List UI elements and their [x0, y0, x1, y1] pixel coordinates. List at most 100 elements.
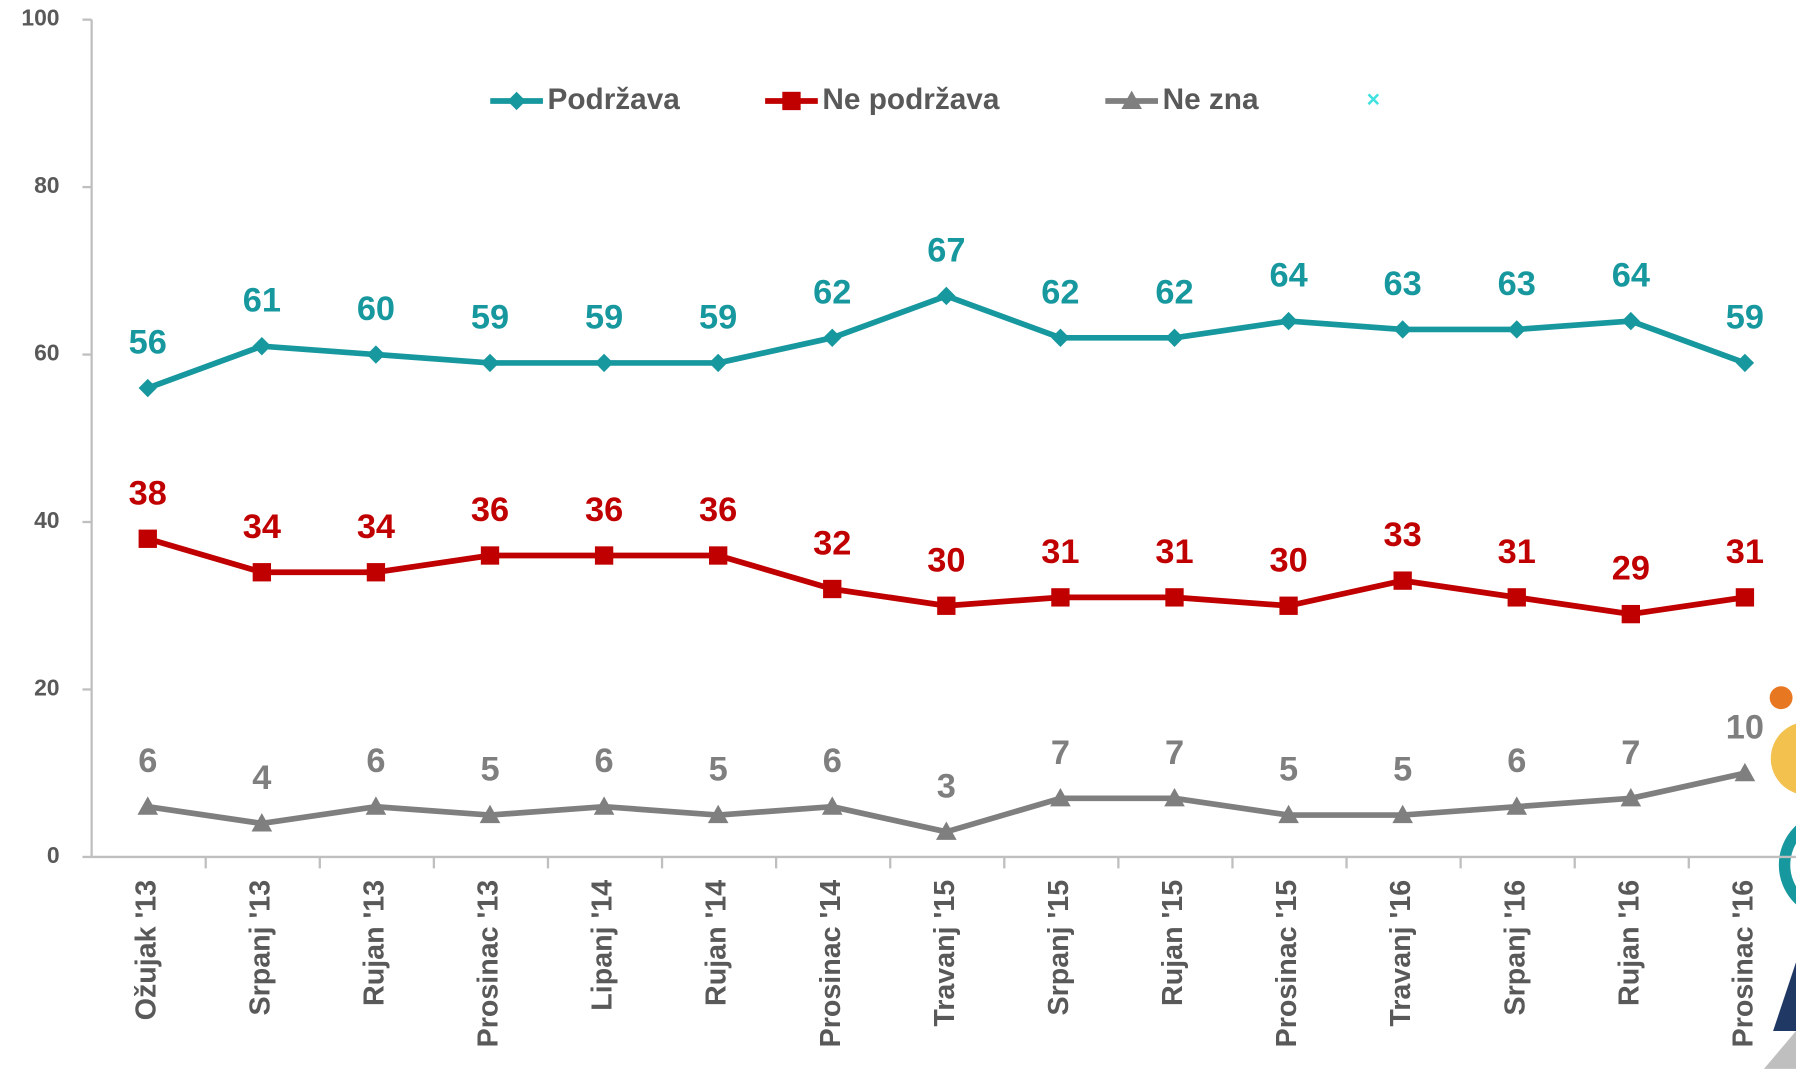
- legend-stray-marker: ×: [1367, 86, 1380, 112]
- marker: [137, 796, 159, 815]
- data-label: 60: [357, 290, 395, 328]
- x-tick-label: Travanj '16: [1385, 880, 1417, 1027]
- data-label: 4: [252, 759, 271, 797]
- marker: [936, 821, 957, 840]
- marker: [1621, 604, 1640, 624]
- marker: [594, 546, 614, 565]
- marker: [1735, 588, 1755, 607]
- data-label: 59: [699, 298, 737, 336]
- data-label: 31: [1155, 533, 1193, 571]
- data-label: 6: [823, 742, 842, 780]
- data-label: 31: [1041, 533, 1079, 571]
- data-label: 3: [937, 767, 956, 805]
- data-label: 59: [1726, 298, 1764, 336]
- x-tick-label: Prosinac '13: [473, 880, 505, 1048]
- data-label: 10: [1726, 709, 1764, 747]
- marker: [1121, 90, 1142, 109]
- x-tick-label: Rujan '16: [1613, 880, 1645, 1006]
- y-tick-label: 40: [34, 507, 59, 533]
- data-label: 62: [1041, 273, 1079, 311]
- data-label: 5: [480, 751, 499, 789]
- data-label: 32: [813, 525, 851, 563]
- decor-dot: [1770, 723, 1796, 794]
- data-label: 56: [129, 324, 167, 362]
- marker: [480, 546, 500, 565]
- marker: [251, 813, 273, 832]
- data-label: 7: [1165, 734, 1184, 772]
- marker: [479, 804, 501, 824]
- marker: [138, 529, 157, 548]
- data-label: 30: [1269, 541, 1307, 579]
- data-label: 36: [585, 491, 623, 529]
- data-label: 36: [471, 491, 509, 529]
- marker: [252, 563, 272, 582]
- marker: [138, 378, 157, 398]
- marker: [366, 345, 386, 364]
- marker: [707, 804, 729, 824]
- legend-label: Ne zna: [1163, 83, 1259, 116]
- x-tick-label: Travanj '15: [929, 880, 961, 1027]
- data-label: 63: [1498, 265, 1536, 303]
- data-label: 67: [927, 231, 965, 269]
- decor-shape: [1763, 1031, 1796, 1069]
- decor-dot: [1769, 686, 1793, 710]
- marker: [1392, 804, 1413, 824]
- data-label: 31: [1726, 533, 1764, 571]
- x-tick-label: Srpanj '16: [1499, 880, 1531, 1016]
- marker: [1278, 804, 1299, 824]
- data-label: 5: [709, 751, 728, 789]
- marker: [937, 286, 956, 306]
- data-label: 34: [357, 508, 395, 546]
- y-tick-label: 60: [34, 340, 59, 366]
- marker: [1507, 588, 1526, 607]
- x-tick-label: Prosinac '14: [815, 880, 847, 1048]
- marker: [365, 796, 387, 815]
- data-label: 38: [129, 474, 167, 512]
- data-label: 31: [1498, 533, 1536, 571]
- marker: [1620, 788, 1642, 807]
- data-label: 64: [1612, 257, 1650, 295]
- marker: [1051, 328, 1070, 347]
- data-label: 5: [1393, 751, 1412, 789]
- x-tick-label: Rujan '13: [358, 880, 390, 1006]
- marker: [823, 579, 842, 599]
- marker: [593, 796, 615, 815]
- marker: [594, 353, 614, 373]
- data-label: 61: [243, 282, 281, 320]
- marker: [1279, 311, 1298, 331]
- x-tick-label: Srpanj '13: [244, 880, 276, 1016]
- data-label: 7: [1051, 734, 1070, 772]
- marker: [1164, 788, 1185, 807]
- data-label: 34: [243, 508, 281, 546]
- data-label: 7: [1621, 734, 1640, 772]
- y-tick-label: 100: [21, 5, 59, 31]
- data-label: 59: [471, 298, 509, 336]
- data-label: 29: [1612, 550, 1650, 588]
- data-label: 5: [1279, 751, 1298, 789]
- marker: [709, 546, 728, 565]
- legend-label: Podržava: [548, 83, 681, 116]
- marker: [1734, 762, 1756, 782]
- data-label: 63: [1384, 265, 1422, 303]
- decor-shape: [1773, 962, 1796, 1032]
- marker: [1165, 588, 1184, 607]
- marker: [366, 563, 386, 582]
- marker: [821, 796, 843, 815]
- data-label: 6: [366, 742, 385, 780]
- y-tick-label: 80: [34, 172, 59, 198]
- x-tick-label: Rujan '15: [1157, 880, 1189, 1006]
- marker: [1621, 311, 1640, 331]
- x-tick-label: Srpanj '15: [1043, 880, 1075, 1016]
- marker: [823, 328, 842, 347]
- x-tick-label: Lipanj '14: [587, 880, 619, 1011]
- y-tick-label: 20: [34, 675, 59, 701]
- marker: [937, 596, 956, 615]
- marker: [1165, 328, 1184, 347]
- marker: [709, 353, 728, 373]
- data-label: 59: [585, 298, 623, 336]
- marker: [1050, 788, 1071, 807]
- marker: [1507, 320, 1526, 339]
- marker: [1735, 353, 1755, 373]
